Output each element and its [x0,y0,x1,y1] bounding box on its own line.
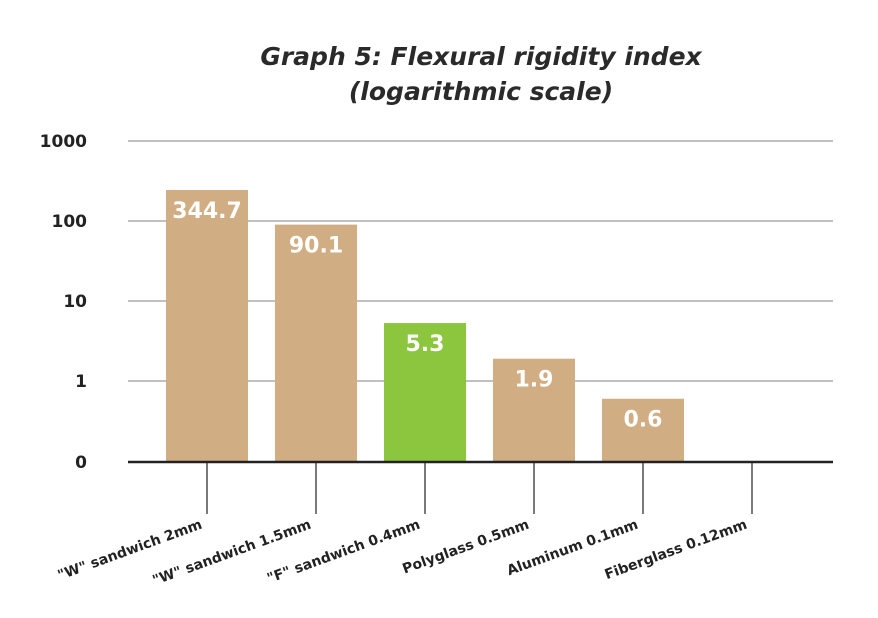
bar [275,224,357,462]
y-tick-label: 1000 [40,132,87,152]
bar [166,190,248,462]
y-tick-label: 1 [75,372,87,392]
data-label: 5.3 [406,332,445,357]
y-tick-label: 10 [63,292,87,312]
bar [384,323,466,462]
y-tick-label: 100 [52,212,88,232]
chart-title: Graph 5: Flexural rigidity index [260,42,702,71]
bar [493,358,575,462]
bar [602,398,684,462]
data-label: 1.9 [515,368,554,393]
data-label: 90.1 [289,234,343,259]
data-label: 0.6 [624,408,663,433]
data-label: 344.7 [172,199,242,224]
y-tick-label: 0 [75,453,87,473]
chart-subtitle: (logarithmic scale) [349,77,613,106]
